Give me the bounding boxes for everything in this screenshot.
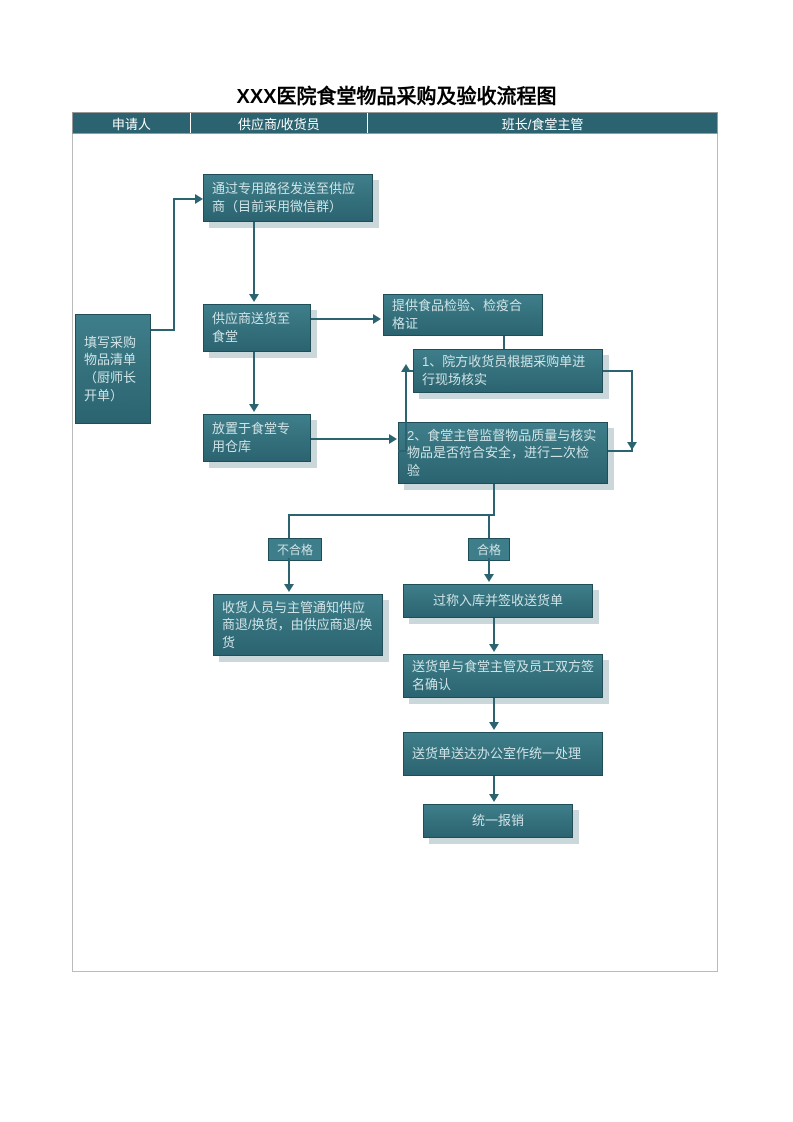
edge bbox=[603, 370, 633, 372]
diagram-title: XXX医院食堂物品采购及验收流程图 bbox=[150, 80, 643, 109]
edge bbox=[311, 318, 375, 320]
node-reimburse: 统一报销 bbox=[423, 804, 573, 838]
node-cert: 提供食品检验、检疫合格证 bbox=[383, 294, 543, 336]
node-send-supplier: 通过专用路径发送至供应商（目前采用微信群） bbox=[203, 174, 373, 222]
arrow-icon bbox=[249, 294, 259, 302]
arrow-icon bbox=[489, 794, 499, 802]
arrow-icon bbox=[484, 574, 494, 582]
edge bbox=[405, 370, 407, 452]
edge bbox=[631, 370, 633, 452]
flowchart-canvas: 填写采购物品清单（厨师长开单） 通过专用路径发送至供应商（目前采用微信群） 供应… bbox=[72, 134, 718, 972]
edge bbox=[173, 198, 175, 331]
edge bbox=[288, 514, 290, 538]
edge bbox=[253, 222, 255, 296]
node-fill-list: 填写采购物品清单（厨师长开单） bbox=[75, 314, 151, 424]
node-to-office: 送货单送达办公室作统一处理 bbox=[403, 732, 603, 776]
lane-supplier: 供应商/收货员 bbox=[191, 113, 368, 133]
swimlane-header: 申请人 供应商/收货员 班长/食堂主管 bbox=[72, 112, 718, 134]
arrow-icon bbox=[389, 434, 397, 444]
edge bbox=[608, 450, 633, 452]
arrow-icon bbox=[373, 314, 381, 324]
arrow-icon bbox=[195, 194, 203, 204]
edge bbox=[253, 352, 255, 406]
edge bbox=[493, 484, 495, 514]
node-delivery: 供应商送货至食堂 bbox=[203, 304, 311, 352]
node-verify-2: 2、食堂主管监督物品质量与核实物品是否符合安全，进行二次检验 bbox=[398, 422, 608, 484]
edge bbox=[288, 558, 290, 586]
arrow-icon bbox=[627, 442, 637, 450]
lane-supervisor: 班长/食堂主管 bbox=[368, 113, 717, 133]
edge bbox=[493, 698, 495, 724]
node-return: 收货人员与主管通知供应商退/换货，由供应商退/换货 bbox=[213, 594, 383, 656]
node-weigh-sign: 过称入库并签收送货单 bbox=[403, 584, 593, 618]
edge bbox=[488, 514, 490, 538]
arrow-icon bbox=[249, 404, 259, 412]
node-warehouse: 放置于食堂专用仓库 bbox=[203, 414, 311, 462]
node-verify-1: 1、院方收货员根据采购单进行现场核实 bbox=[413, 349, 603, 393]
edge bbox=[493, 776, 495, 796]
edge bbox=[151, 329, 175, 331]
arrow-icon bbox=[489, 644, 499, 652]
edge bbox=[493, 618, 495, 646]
arrow-icon bbox=[401, 364, 411, 372]
arrow-icon bbox=[284, 584, 294, 592]
edge bbox=[503, 336, 505, 349]
label-fail: 不合格 bbox=[268, 538, 322, 561]
arrow-icon bbox=[489, 722, 499, 730]
edge bbox=[311, 438, 391, 440]
node-both-sign: 送货单与食堂主管及员工双方签名确认 bbox=[403, 654, 603, 698]
lane-applicant: 申请人 bbox=[73, 113, 191, 133]
edge bbox=[398, 450, 407, 452]
edge bbox=[173, 198, 197, 200]
edge bbox=[288, 514, 495, 516]
